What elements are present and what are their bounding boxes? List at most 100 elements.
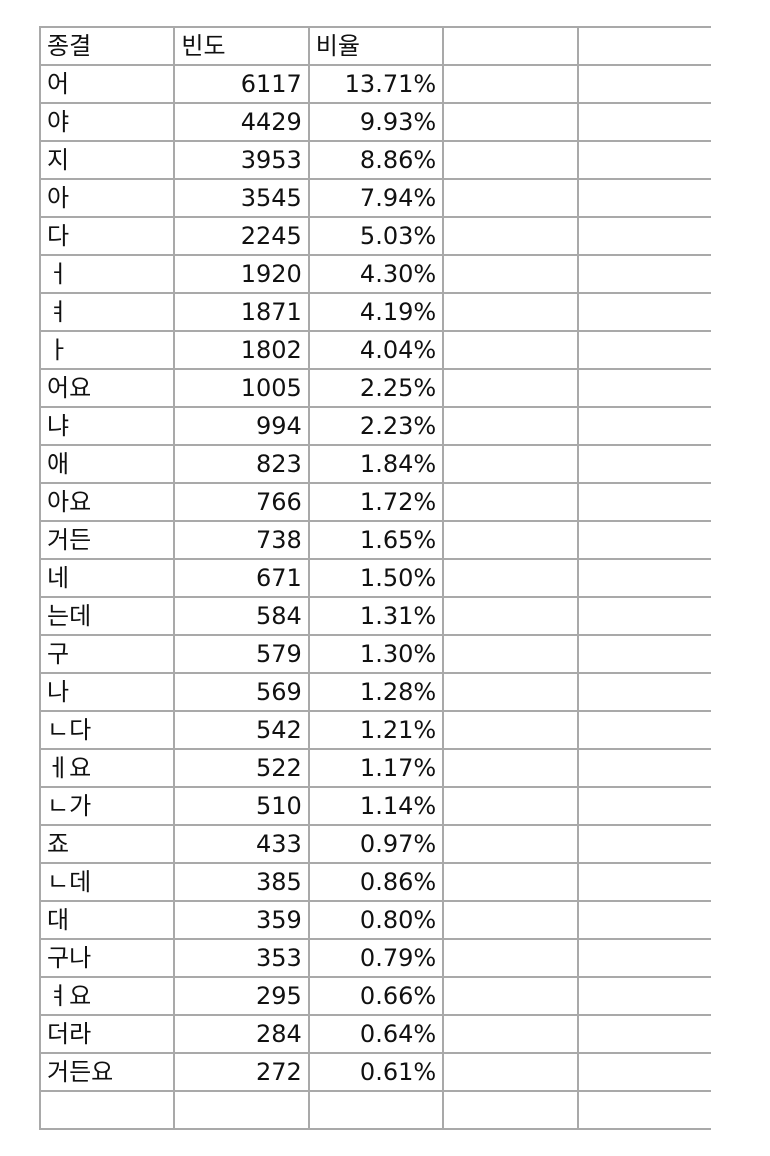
cell-empty[interactable]: [576, 748, 711, 788]
cell-empty[interactable]: [576, 672, 711, 712]
cell-ratio[interactable]: 1.21%: [307, 710, 445, 750]
cell-frequency[interactable]: 671: [173, 558, 310, 598]
cell-ending[interactable]: 네: [39, 558, 176, 598]
cell-empty[interactable]: [576, 178, 711, 218]
cell-ratio[interactable]: 1.65%: [307, 520, 445, 560]
header-cell-empty-5[interactable]: [576, 26, 711, 66]
cell-ratio[interactable]: 4.30%: [307, 254, 445, 294]
cell-ratio[interactable]: 0.64%: [307, 1014, 445, 1054]
cell-empty[interactable]: [442, 786, 579, 826]
cell-ratio[interactable]: 1.30%: [307, 634, 445, 674]
cell-empty[interactable]: [442, 102, 579, 142]
cell-empty[interactable]: [576, 976, 711, 1016]
cell-frequency[interactable]: 433: [173, 824, 310, 864]
cell-ending[interactable]: 나: [39, 672, 176, 712]
cell-empty[interactable]: [442, 520, 579, 560]
cell-ratio[interactable]: 0.66%: [307, 976, 445, 1016]
cell-ending[interactable]: 더라: [39, 1014, 176, 1054]
cell-ending[interactable]: 구: [39, 634, 176, 674]
cell-empty[interactable]: [442, 710, 579, 750]
cell-ratio[interactable]: 0.80%: [307, 900, 445, 940]
cell-ending[interactable]: 야: [39, 102, 176, 142]
cell-ratio[interactable]: 0.86%: [307, 862, 445, 902]
header-cell-ending[interactable]: 종결: [39, 26, 176, 66]
cell-frequency[interactable]: 994: [173, 406, 310, 446]
cell-frequency[interactable]: 1920: [173, 254, 310, 294]
cell-empty[interactable]: [576, 634, 711, 674]
cell-empty[interactable]: [576, 710, 711, 750]
cell-ratio[interactable]: 1.14%: [307, 786, 445, 826]
cell-empty[interactable]: [442, 406, 579, 446]
cell-empty[interactable]: [442, 596, 579, 636]
cell-ratio[interactable]: 1.28%: [307, 672, 445, 712]
cell-ratio[interactable]: [307, 1090, 445, 1130]
cell-empty[interactable]: [576, 1090, 711, 1130]
cell-ending[interactable]: 거든: [39, 520, 176, 560]
cell-ending[interactable]: 애: [39, 444, 176, 484]
cell-ratio[interactable]: 4.04%: [307, 330, 445, 370]
cell-frequency[interactable]: 295: [173, 976, 310, 1016]
cell-frequency[interactable]: 6117: [173, 64, 310, 104]
cell-empty[interactable]: [442, 368, 579, 408]
header-cell-empty-4[interactable]: [442, 26, 579, 66]
cell-empty[interactable]: [576, 558, 711, 598]
cell-empty[interactable]: [576, 368, 711, 408]
cell-frequency[interactable]: 542: [173, 710, 310, 750]
cell-ratio[interactable]: 0.79%: [307, 938, 445, 978]
cell-empty[interactable]: [442, 672, 579, 712]
cell-empty[interactable]: [576, 1014, 711, 1054]
cell-frequency[interactable]: 823: [173, 444, 310, 484]
cell-empty[interactable]: [442, 900, 579, 940]
cell-empty[interactable]: [576, 140, 711, 180]
cell-frequency[interactable]: 1802: [173, 330, 310, 370]
cell-empty[interactable]: [576, 786, 711, 826]
cell-frequency[interactable]: 766: [173, 482, 310, 522]
cell-empty[interactable]: [442, 178, 579, 218]
cell-ending[interactable]: ㅕ요: [39, 976, 176, 1016]
cell-empty[interactable]: [576, 254, 711, 294]
cell-frequency[interactable]: 4429: [173, 102, 310, 142]
cell-empty[interactable]: [442, 558, 579, 598]
cell-ratio[interactable]: 0.97%: [307, 824, 445, 864]
cell-ratio[interactable]: 2.25%: [307, 368, 445, 408]
cell-frequency[interactable]: 1005: [173, 368, 310, 408]
cell-ratio[interactable]: 1.84%: [307, 444, 445, 484]
cell-ratio[interactable]: 5.03%: [307, 216, 445, 256]
cell-ratio[interactable]: 1.50%: [307, 558, 445, 598]
cell-ratio[interactable]: 7.94%: [307, 178, 445, 218]
cell-frequency[interactable]: 738: [173, 520, 310, 560]
cell-empty[interactable]: [576, 444, 711, 484]
cell-frequency[interactable]: 522: [173, 748, 310, 788]
cell-frequency[interactable]: 569: [173, 672, 310, 712]
cell-ending[interactable]: 다: [39, 216, 176, 256]
header-cell-ratio[interactable]: 비율: [307, 26, 445, 66]
cell-ending[interactable]: ㄴ다: [39, 710, 176, 750]
cell-ending[interactable]: 는데: [39, 596, 176, 636]
cell-empty[interactable]: [576, 520, 711, 560]
cell-empty[interactable]: [576, 64, 711, 104]
cell-ending[interactable]: 아요: [39, 482, 176, 522]
cell-ratio[interactable]: 1.31%: [307, 596, 445, 636]
cell-frequency[interactable]: 359: [173, 900, 310, 940]
cell-empty[interactable]: [442, 1052, 579, 1092]
cell-ratio[interactable]: 0.61%: [307, 1052, 445, 1092]
cell-frequency[interactable]: 579: [173, 634, 310, 674]
cell-empty[interactable]: [576, 292, 711, 332]
cell-empty[interactable]: [576, 824, 711, 864]
cell-ratio[interactable]: 1.72%: [307, 482, 445, 522]
cell-frequency[interactable]: 584: [173, 596, 310, 636]
cell-ending[interactable]: 냐: [39, 406, 176, 446]
cell-ending[interactable]: 지: [39, 140, 176, 180]
cell-empty[interactable]: [442, 254, 579, 294]
cell-empty[interactable]: [442, 216, 579, 256]
cell-ending[interactable]: ㅓ: [39, 254, 176, 294]
cell-ending[interactable]: 아: [39, 178, 176, 218]
cell-empty[interactable]: [576, 102, 711, 142]
cell-ending[interactable]: ㄴ가: [39, 786, 176, 826]
cell-ending[interactable]: 구나: [39, 938, 176, 978]
cell-ending[interactable]: ㅔ요: [39, 748, 176, 788]
cell-empty[interactable]: [442, 976, 579, 1016]
cell-empty[interactable]: [576, 482, 711, 522]
cell-empty[interactable]: [576, 862, 711, 902]
cell-ending[interactable]: 죠: [39, 824, 176, 864]
